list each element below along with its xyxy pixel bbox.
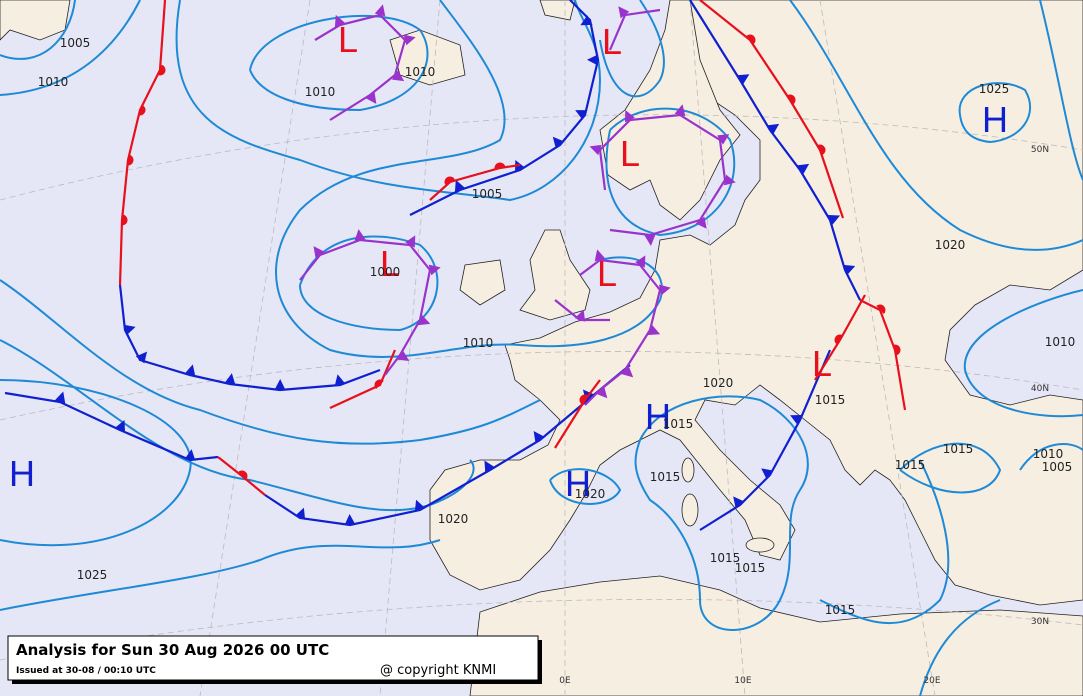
isobar-label: 1020 <box>575 487 606 501</box>
isobar-label: 1015 <box>943 442 974 456</box>
pressure-center: H <box>565 463 591 504</box>
isobar-label: 1015 <box>663 417 694 431</box>
isobar-label: 1010 <box>463 336 494 350</box>
graticule-label: 10E <box>734 676 751 686</box>
pressure-center: L <box>620 133 640 174</box>
isobar-label: 1015 <box>825 603 856 617</box>
isobar-label: 1010 <box>305 85 336 99</box>
isobar-label: 1015 <box>735 561 766 575</box>
isobar-label: 1025 <box>979 82 1010 96</box>
isobar-label: 1020 <box>438 512 469 526</box>
title: Analysis for Sun 30 Aug 2026 00 UTC <box>16 641 329 659</box>
pressure-center: L <box>338 19 358 60</box>
isobar-label: 1005 <box>472 187 503 201</box>
isobar-label: 1005 <box>1042 460 1073 474</box>
pressure-center: H <box>645 396 671 437</box>
isobar-label: 1010 <box>405 65 436 79</box>
isobar-label: 1010 <box>38 75 69 89</box>
graticule-label: 30N <box>1031 617 1049 627</box>
graticule-label: 50N <box>1031 145 1049 155</box>
isobar-label: 1005 <box>60 36 91 50</box>
pressure-center: L <box>602 21 622 62</box>
pressure-center: L <box>380 243 400 284</box>
pressure-center: L <box>812 343 832 384</box>
isobar-label: 1015 <box>895 458 926 472</box>
pressure-center: L <box>597 253 617 294</box>
isobar-label: 1010 <box>1045 335 1076 349</box>
isobar-label: 1025 <box>77 568 108 582</box>
title-box <box>7 635 539 681</box>
graticule-label: 40N <box>1031 384 1049 394</box>
pressure-center: H <box>9 453 35 494</box>
isobar-label: 1000 <box>370 265 401 279</box>
fronts <box>4 0 907 531</box>
pressure-center: H <box>982 99 1008 140</box>
isobar-label: 1020 <box>703 376 734 390</box>
isobar-label: 1015 <box>710 551 741 565</box>
graticule-label: 0E <box>559 676 571 686</box>
copyright: @ copyright KNMI <box>380 663 496 678</box>
isobar-label: 1015 <box>650 470 681 484</box>
isobar-label: 1015 <box>815 393 846 407</box>
isobar-label: 1020 <box>935 238 966 252</box>
isobar-label: 1010 <box>1033 447 1064 461</box>
graticule-label: 20E <box>923 676 940 686</box>
issued: Issued at 30-08 / 00:10 UTC <box>16 666 156 676</box>
